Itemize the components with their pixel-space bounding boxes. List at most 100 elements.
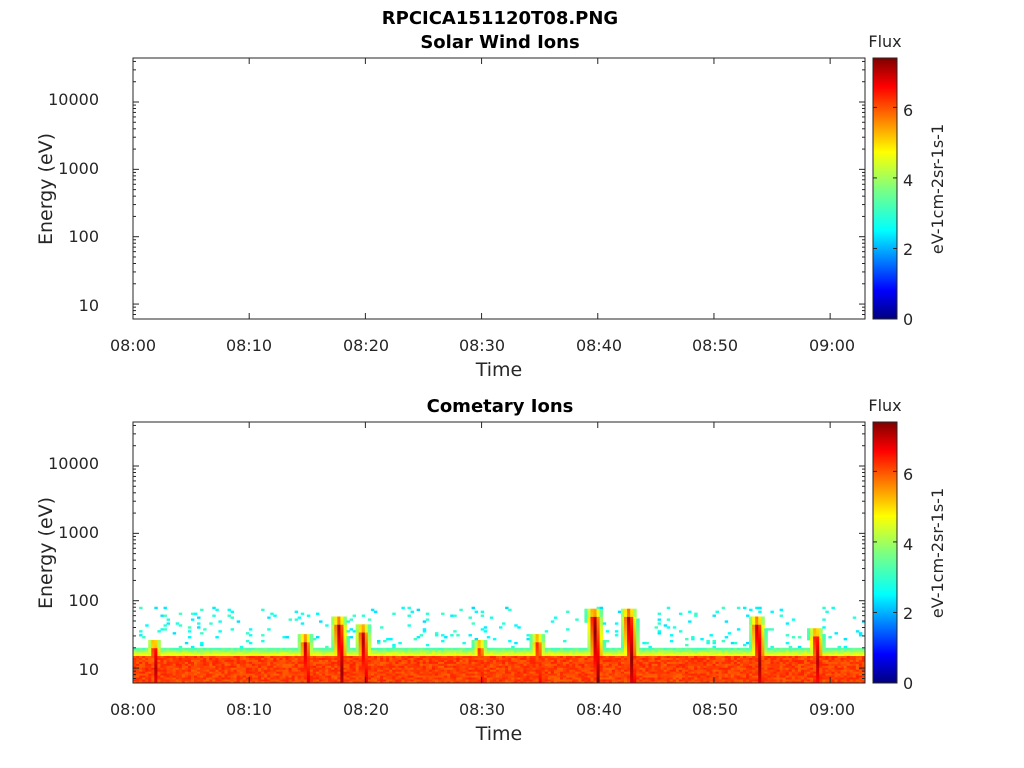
spectrogram-cell: [300, 645, 305, 649]
spectrogram-cell: [352, 679, 357, 682]
spectrogram-cell: [627, 626, 631, 629]
spectrogram-cell: [749, 667, 753, 670]
spectrogram-cell: [807, 661, 811, 664]
spectrogram-cell: [309, 681, 314, 683]
spectrogram-cell: [407, 651, 411, 655]
spectrogram-cell: [672, 671, 677, 674]
spectrogram-cell: [550, 659, 555, 662]
spectrogram-cell: [230, 657, 235, 660]
spectrogram-cell: [358, 624, 363, 627]
spectrogram-cell: [316, 657, 320, 660]
spectrogram-cell: [541, 649, 546, 653]
spectrogram-cell: [566, 667, 570, 670]
spectrogram-cell: [584, 608, 588, 612]
spectrogram-cell: [334, 638, 338, 641]
spectrogram-cell: [489, 663, 494, 666]
spectrogram-cell: [166, 665, 170, 668]
spectrogram-cell: [596, 681, 601, 683]
spectrogram-cell: [599, 677, 604, 680]
spectrogram-cell: [608, 651, 613, 655]
spectrogram-cell: [755, 622, 759, 625]
spectrogram-cell: [239, 647, 244, 651]
spectrogram-cell: [416, 608, 421, 612]
spectrogram-cell: [389, 669, 393, 672]
spectrogram-cell: [221, 655, 225, 658]
spectrogram-cell: [550, 667, 555, 670]
spectrogram-cell: [160, 647, 164, 651]
spectrogram-cell: [477, 665, 482, 668]
spectrogram-cell: [190, 679, 195, 682]
spectrogram-cell: [200, 671, 204, 674]
spectrogram-cell: [181, 679, 186, 682]
spectrogram-cell: [459, 647, 463, 651]
spectrogram-cell: [599, 655, 604, 658]
spectrogram-cell: [709, 669, 713, 672]
spectrogram-cell: [727, 632, 732, 635]
spectrogram-cell: [471, 669, 475, 672]
spectrogram-cell: [517, 681, 521, 683]
spectrogram-cell: [361, 639, 366, 643]
spectrogram-cell: [346, 679, 350, 682]
spectrogram-cell: [752, 663, 756, 666]
spectrogram-cell: [349, 657, 353, 660]
spectrogram-cell: [160, 679, 164, 682]
spectrogram-cell: [749, 630, 753, 633]
spectrogram-cell: [599, 638, 604, 641]
spectrogram-cell: [804, 663, 808, 666]
spectrogram-cell: [712, 647, 716, 651]
spectrogram-cell: [761, 675, 765, 678]
spectrogram-cell: [578, 675, 582, 678]
spectrogram-cell: [761, 624, 765, 627]
spectrogram-cell: [633, 622, 637, 625]
spectrogram-cell: [151, 655, 155, 658]
spectrogram-cell: [245, 665, 250, 668]
spectrogram-cell: [715, 663, 719, 666]
spectrogram-cell: [184, 665, 189, 668]
spectrogram-cell: [767, 673, 771, 676]
spectrogram-cell: [538, 669, 543, 672]
spectrogram-cell: [736, 655, 741, 658]
spectrogram-cell: [599, 618, 604, 621]
spectrogram-cell: [807, 657, 811, 660]
spectrogram-cell: [352, 677, 357, 680]
spectrogram-cell: [721, 669, 726, 672]
spectrogram-cell: [352, 655, 357, 658]
spectrogram-cell: [663, 665, 668, 668]
spectrogram-cell: [203, 657, 207, 660]
spectrogram-cell: [746, 653, 750, 657]
spectrogram-cell: [309, 647, 314, 651]
spectrogram-cell: [386, 647, 390, 651]
spectrogram-cell: [651, 677, 655, 680]
spectrogram-cell: [239, 657, 244, 660]
spectrogram-cell: [163, 655, 167, 658]
spectrogram-cell: [142, 675, 146, 678]
spectrogram-cell: [682, 665, 686, 668]
spectrogram-cell: [593, 645, 597, 649]
spectrogram-cell: [255, 651, 259, 655]
spectrogram-cell: [438, 671, 442, 674]
spectrogram-cell: [316, 655, 320, 658]
spectrogram-cell: [617, 647, 622, 651]
spectrogram-cell: [706, 639, 710, 643]
spectrogram-cell: [218, 677, 222, 680]
spectrogram-cell: [810, 657, 814, 660]
spectrogram-cell: [264, 655, 268, 658]
spectrogram-cell: [733, 661, 738, 664]
spectrogram-cell: [761, 622, 765, 625]
spectrogram-cell: [322, 665, 326, 668]
spectrogram-cell: [453, 675, 457, 678]
spectrogram-cell: [556, 649, 561, 653]
spectrogram-cell: [404, 675, 408, 678]
spectrogram-cell: [282, 681, 286, 683]
spectrogram-cell: [361, 679, 366, 682]
spectrogram-cell: [297, 665, 302, 668]
spectrogram-cell: [337, 671, 341, 674]
spectrogram-cell: [517, 653, 521, 657]
spectrogram-cell: [337, 663, 341, 666]
spectrogram-cell: [556, 679, 561, 682]
spectrogram-cell: [151, 669, 155, 672]
spectrogram-cell: [560, 671, 564, 674]
spectrogram-cell: [514, 679, 518, 682]
spectrogram-cell: [334, 655, 338, 658]
spectrogram-cell: [511, 669, 515, 672]
